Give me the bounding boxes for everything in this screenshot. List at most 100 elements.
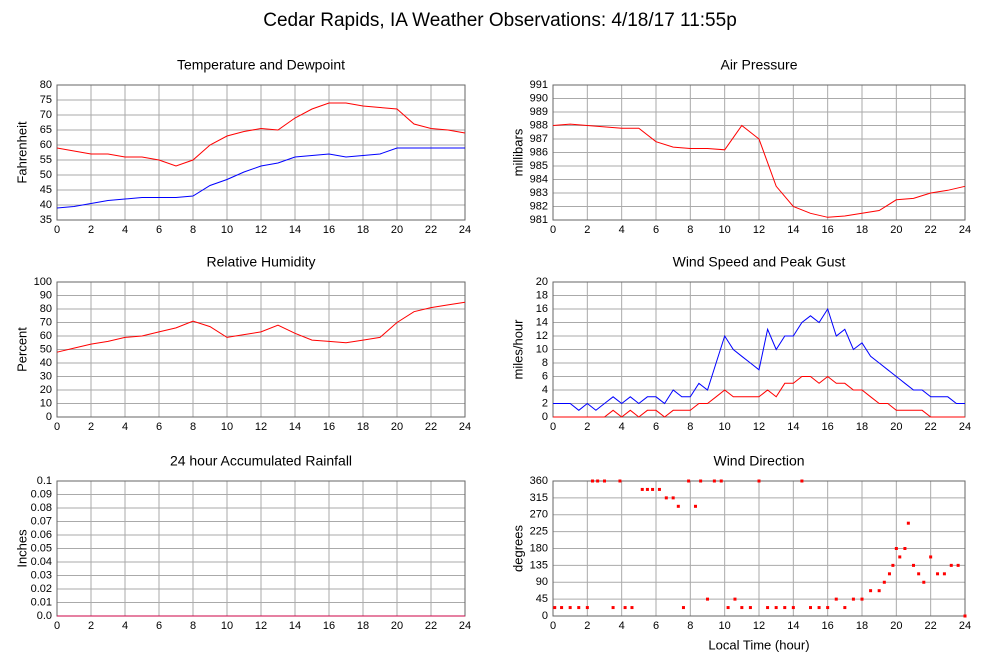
y-tick-label: 55: [40, 154, 52, 166]
data-point: [877, 589, 881, 593]
y-tick-label: 20: [536, 276, 548, 288]
x-tick-label: 10: [221, 620, 233, 632]
y-tick-label: 35: [40, 214, 52, 226]
x-tick-label: 16: [323, 620, 335, 632]
y-tick-label: 315: [530, 492, 548, 504]
y-tick-label: 14: [536, 316, 548, 328]
x-tick-label: 20: [391, 620, 403, 632]
data-line: [56, 102, 466, 167]
y-tick-label: 0.09: [31, 488, 52, 500]
data-point: [651, 487, 655, 491]
x-tick-label: 0: [54, 421, 60, 433]
y-tick-label: 991: [530, 79, 548, 91]
x-tick-label: 14: [289, 421, 301, 433]
x-tick-label: 18: [357, 224, 369, 236]
y-axis-label: Fahrenheit: [14, 121, 29, 184]
data-point: [560, 606, 564, 610]
y-axis-label: Inches: [14, 529, 29, 568]
x-tick-label: 10: [719, 421, 731, 433]
data-point: [891, 563, 895, 567]
y-tick-label: 18: [536, 289, 548, 301]
y-tick-label: 0.07: [31, 515, 52, 527]
y-tick-label: 10: [536, 343, 548, 355]
y-tick-label: 989: [530, 106, 548, 118]
data-point: [869, 589, 873, 593]
data-point: [936, 572, 940, 576]
x-tick-label: 8: [687, 620, 693, 632]
x-tick-label: 2: [584, 224, 590, 236]
y-tick-label: 986: [530, 146, 548, 158]
panel-title: Wind Direction: [713, 453, 804, 469]
y-tick-label: 990: [530, 92, 548, 104]
y-tick-label: 984: [530, 173, 548, 185]
y-axis-label: degrees: [510, 525, 525, 572]
data-point: [618, 479, 622, 483]
data-point: [596, 479, 600, 483]
x-tick-label: 10: [221, 224, 233, 236]
data-point: [887, 572, 891, 576]
x-tick-label: 20: [890, 421, 902, 433]
data-point: [912, 563, 915, 567]
x-tick-label: 24: [959, 620, 971, 632]
y-tick-label: 0: [46, 411, 52, 423]
plot-frame: [56, 281, 466, 418]
y-tick-label: 0.06: [31, 529, 52, 541]
data-point: [657, 487, 661, 491]
y-tick-label: 985: [530, 160, 548, 172]
y-tick-label: 4: [542, 384, 548, 396]
x-tick-label: 18: [357, 421, 369, 433]
panel-title: Temperature and Dewpoint: [177, 57, 345, 73]
data-point: [898, 555, 902, 559]
x-tick-label: 24: [459, 421, 471, 433]
x-tick-label: 10: [221, 421, 233, 433]
y-tick-label: 270: [530, 509, 548, 521]
data-point: [687, 479, 691, 483]
data-point: [791, 606, 795, 610]
data-point: [671, 496, 675, 500]
x-tick-label: 2: [584, 620, 590, 632]
data-point: [942, 572, 946, 576]
data-point: [843, 606, 847, 610]
y-tick-label: 8: [542, 357, 548, 369]
x-tick-label: 0: [54, 620, 60, 632]
y-tick-label: 983: [530, 187, 548, 199]
x-tick-label: 4: [619, 620, 625, 632]
panel-title: Wind Speed and Peak Gust: [673, 254, 846, 270]
y-tick-label: 0.05: [31, 542, 52, 554]
x-tick-label: 16: [323, 224, 335, 236]
x-tick-label: 2: [88, 224, 94, 236]
y-tick-label: 75: [40, 94, 52, 106]
y-tick-label: 70: [40, 109, 52, 121]
x-tick-label: 2: [584, 421, 590, 433]
x-tick-label: 16: [323, 421, 335, 433]
data-point: [740, 606, 744, 610]
x-tick-label: 4: [122, 421, 128, 433]
y-tick-label: 2: [542, 397, 548, 409]
x-tick-label: 4: [122, 224, 128, 236]
y-axis-label: millibars: [510, 128, 525, 176]
x-tick-label: 14: [289, 620, 301, 632]
y-tick-label: 60: [40, 330, 52, 342]
x-tick-label: 22: [425, 421, 437, 433]
data-point: [590, 479, 594, 483]
x-tick-label: 18: [856, 224, 868, 236]
data-point: [774, 606, 778, 610]
y-tick-label: 16: [536, 303, 548, 315]
data-point: [834, 597, 838, 601]
y-tick-label: 80: [40, 303, 52, 315]
y-tick-label: 12: [536, 330, 548, 342]
data-point: [963, 614, 967, 618]
x-tick-label: 8: [190, 224, 196, 236]
data-point: [809, 606, 812, 610]
y-tick-label: 90: [40, 289, 52, 301]
x-tick-label: 12: [255, 620, 267, 632]
x-tick-label: 20: [890, 620, 902, 632]
data-point: [826, 606, 830, 610]
y-tick-label: 982: [530, 200, 548, 212]
y-tick-label: 0.1: [37, 475, 52, 487]
x-tick-label: 18: [856, 421, 868, 433]
y-tick-label: 80: [40, 79, 52, 91]
y-tick-label: 20: [40, 384, 52, 396]
data-point: [553, 606, 557, 610]
